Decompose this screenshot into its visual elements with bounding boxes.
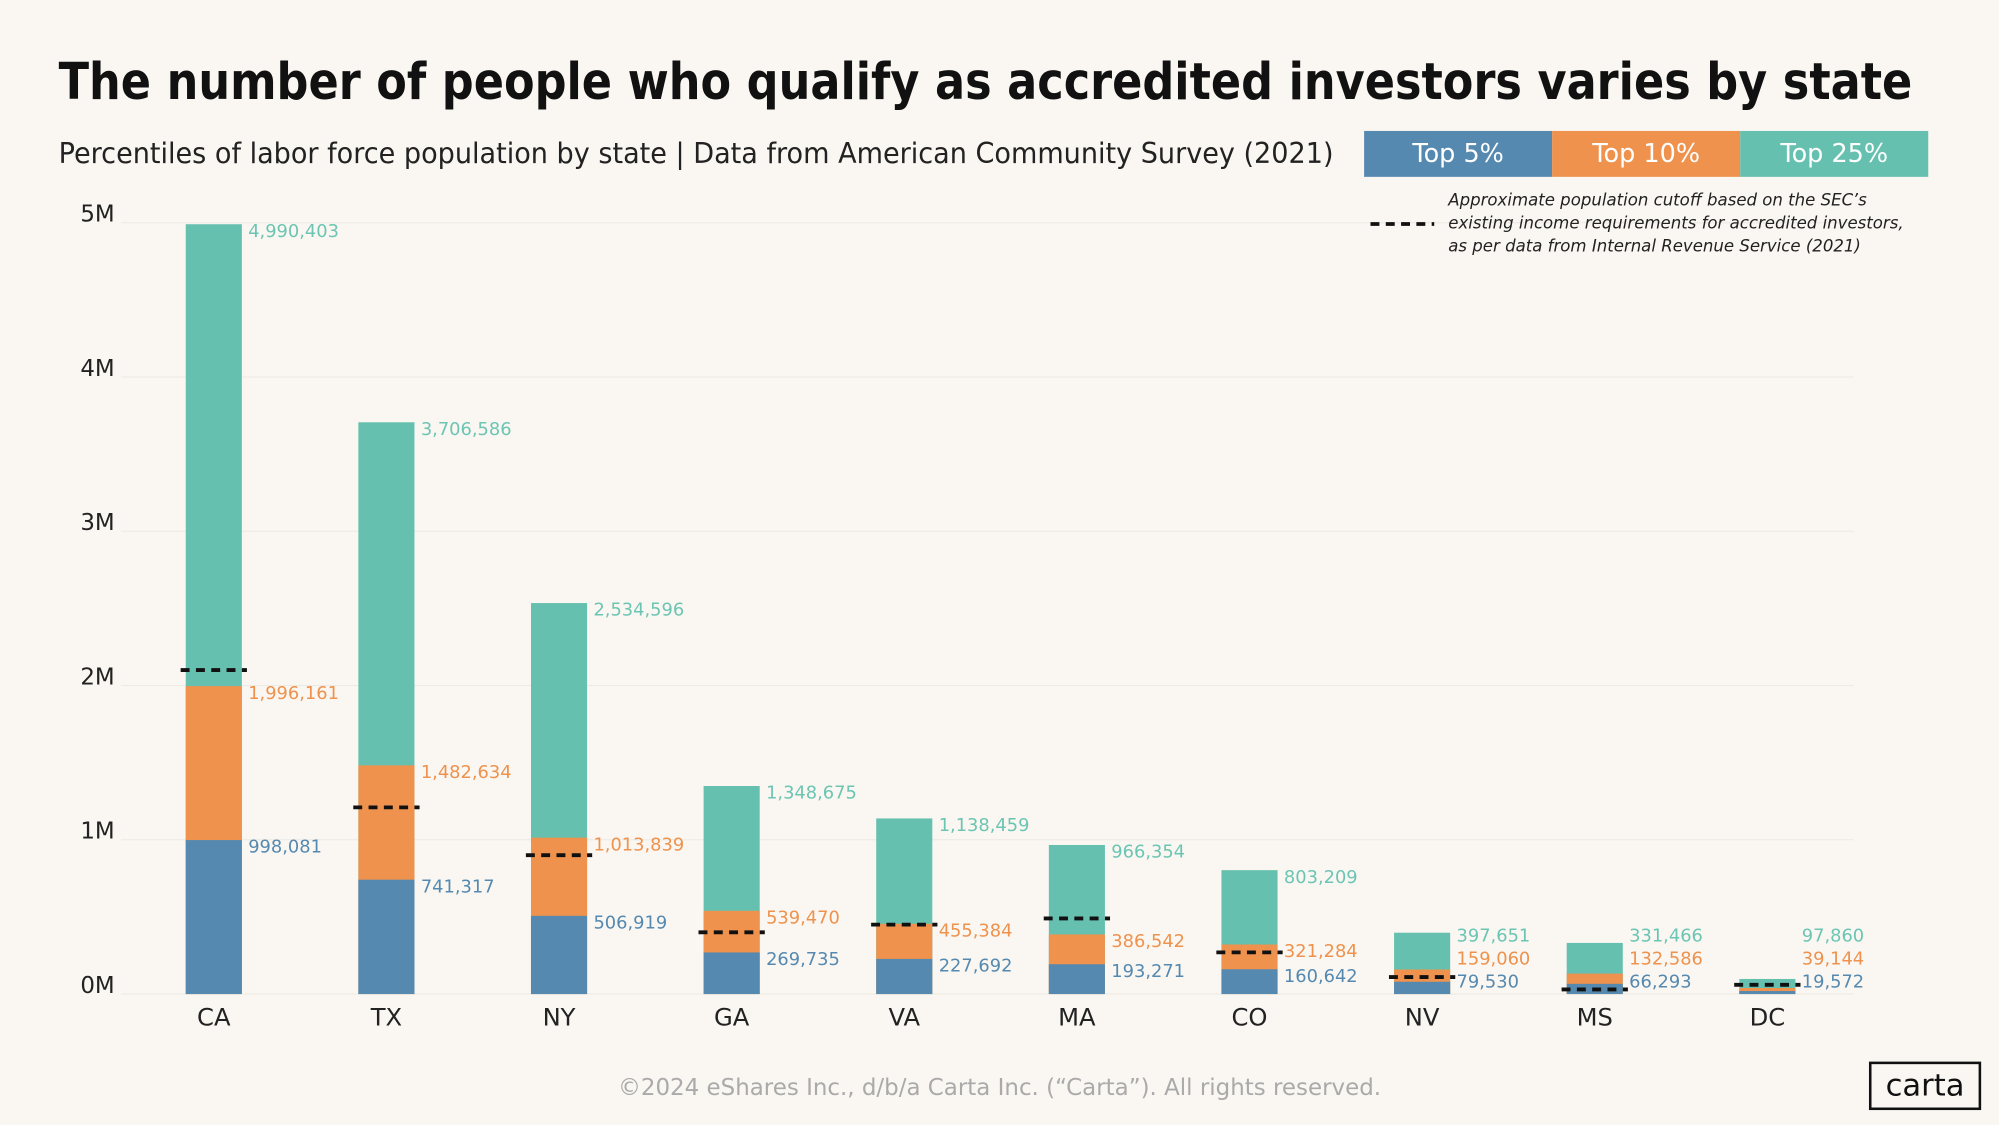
value-label: 3,706,586	[421, 419, 512, 440]
legend-label: Top 25%	[1779, 139, 1888, 169]
value-label: 97,860	[1802, 926, 1864, 947]
value-label: 2,534,596	[593, 600, 684, 621]
value-label: 269,735	[766, 949, 840, 970]
x-tick-label: TX	[370, 1003, 402, 1031]
y-tick-label: 1M	[80, 819, 114, 845]
value-label: 1,996,161	[248, 683, 339, 704]
bar	[1048, 964, 1105, 995]
x-tick-label: GA	[714, 1003, 750, 1031]
x-tick-label: MA	[1058, 1003, 1096, 1031]
x-tick-label: NY	[543, 1003, 576, 1031]
y-tick-label: 3M	[80, 510, 114, 536]
logo-box	[1868, 1061, 1982, 1111]
bar	[1221, 969, 1278, 995]
value-label: 193,271	[1111, 961, 1185, 982]
y-tick-label: 2M	[80, 664, 114, 690]
value-label: 1,013,839	[593, 834, 684, 855]
value-label: 321,284	[1284, 941, 1358, 962]
value-label: 39,144	[1802, 949, 1864, 970]
bar	[703, 952, 760, 995]
value-label: 227,692	[939, 956, 1013, 977]
legend-swatch	[1552, 130, 1741, 177]
value-label: 66,293	[1629, 972, 1691, 993]
x-tick-label: NV	[1405, 1003, 1440, 1031]
value-label: 1,348,675	[766, 783, 857, 804]
bar	[530, 915, 588, 995]
chart-title: The number of people who qualify as accr…	[59, 53, 1913, 112]
value-label: 132,586	[1629, 949, 1703, 970]
bar	[358, 879, 415, 995]
x-tick-label: CA	[197, 1003, 231, 1031]
bar	[1394, 981, 1451, 995]
bar	[1739, 991, 1796, 995]
legend-note: Approximate population cutoff based on t…	[1447, 191, 1867, 210]
legend-swatch	[1364, 130, 1553, 177]
bar	[185, 840, 242, 995]
footer: ©2024 eShares Inc., d/b/a Carta Inc. (“C…	[618, 1075, 1381, 1101]
value-label: 160,642	[1284, 966, 1358, 987]
logo: carta	[1886, 1069, 1965, 1104]
value-label: 331,466	[1629, 926, 1703, 947]
bar	[876, 958, 933, 995]
y-tick-label: 4M	[80, 356, 114, 382]
value-label: 455,384	[939, 920, 1013, 941]
value-label: 998,081	[248, 837, 322, 858]
legend-label: Top 10%	[1591, 139, 1700, 169]
x-tick-label: MS	[1577, 1003, 1613, 1031]
value-label: 1,482,634	[421, 762, 512, 783]
value-label: 506,919	[593, 912, 667, 933]
value-label: 803,209	[1284, 867, 1358, 888]
chart-subtitle: Percentiles of labor force population by…	[59, 137, 1334, 170]
value-label: 386,542	[1111, 931, 1185, 952]
x-tick-label: CO	[1232, 1003, 1268, 1031]
legend-swatch	[1740, 130, 1929, 177]
value-label: 741,317	[421, 876, 495, 897]
y-tick-label: 5M	[80, 202, 114, 228]
value-label: 966,354	[1111, 842, 1185, 863]
value-label: 539,470	[766, 907, 840, 928]
x-tick-label: DC	[1750, 1003, 1786, 1031]
legend-note: as per data from Internal Revenue Servic…	[1448, 236, 1861, 255]
legend-note: existing income requirements for accredi…	[1448, 214, 1903, 233]
legend-label: Top 5%	[1411, 139, 1504, 169]
x-tick-label: VA	[888, 1003, 920, 1031]
y-tick-label: 0M	[80, 973, 114, 999]
value-label: 19,572	[1802, 972, 1864, 993]
value-label: 79,530	[1457, 972, 1519, 993]
value-label: 397,651	[1457, 926, 1531, 947]
value-label: 159,060	[1457, 949, 1531, 970]
value-label: 4,990,403	[248, 221, 339, 242]
value-label: 1,138,459	[939, 815, 1030, 836]
